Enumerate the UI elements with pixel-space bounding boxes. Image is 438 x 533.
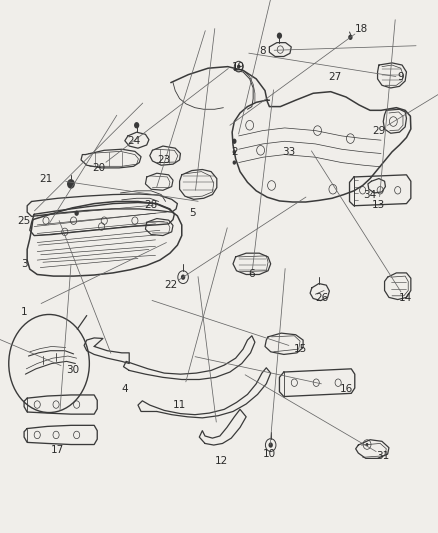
Text: 28: 28 (145, 200, 158, 210)
Text: 11: 11 (173, 400, 186, 410)
Text: 1: 1 (21, 307, 28, 317)
Circle shape (134, 122, 139, 128)
Text: 3: 3 (21, 259, 28, 269)
Text: 34: 34 (364, 190, 377, 199)
Text: 5: 5 (189, 208, 196, 218)
Text: 15: 15 (293, 344, 307, 354)
Text: 16: 16 (339, 384, 353, 394)
Circle shape (181, 274, 185, 280)
Text: 17: 17 (50, 446, 64, 455)
Text: 6: 6 (248, 270, 255, 279)
Text: 12: 12 (215, 456, 228, 466)
Text: 8: 8 (259, 46, 266, 55)
Text: 33: 33 (283, 147, 296, 157)
Circle shape (277, 33, 282, 39)
Text: 18: 18 (355, 25, 368, 34)
Circle shape (67, 179, 75, 189)
Text: 22: 22 (164, 280, 177, 290)
Circle shape (268, 442, 273, 448)
Text: 13: 13 (372, 200, 385, 210)
Text: 30: 30 (66, 366, 79, 375)
Text: 21: 21 (39, 174, 53, 183)
Circle shape (237, 64, 240, 69)
Text: 29: 29 (372, 126, 385, 135)
Text: 24: 24 (127, 136, 140, 146)
Circle shape (348, 35, 353, 40)
Text: 2: 2 (231, 147, 238, 157)
Circle shape (366, 443, 368, 446)
Text: 27: 27 (328, 72, 342, 82)
Circle shape (74, 211, 79, 216)
Text: 4: 4 (121, 384, 128, 394)
Text: 23: 23 (158, 155, 171, 165)
Circle shape (233, 150, 236, 154)
Text: 31: 31 (377, 451, 390, 461)
Text: 19: 19 (232, 62, 245, 71)
Text: 20: 20 (92, 163, 105, 173)
Text: 10: 10 (263, 449, 276, 459)
Circle shape (232, 139, 237, 144)
Text: 26: 26 (315, 294, 328, 303)
Text: 9: 9 (397, 72, 404, 82)
Circle shape (233, 160, 236, 165)
Text: 14: 14 (399, 294, 412, 303)
Text: 25: 25 (18, 216, 31, 226)
